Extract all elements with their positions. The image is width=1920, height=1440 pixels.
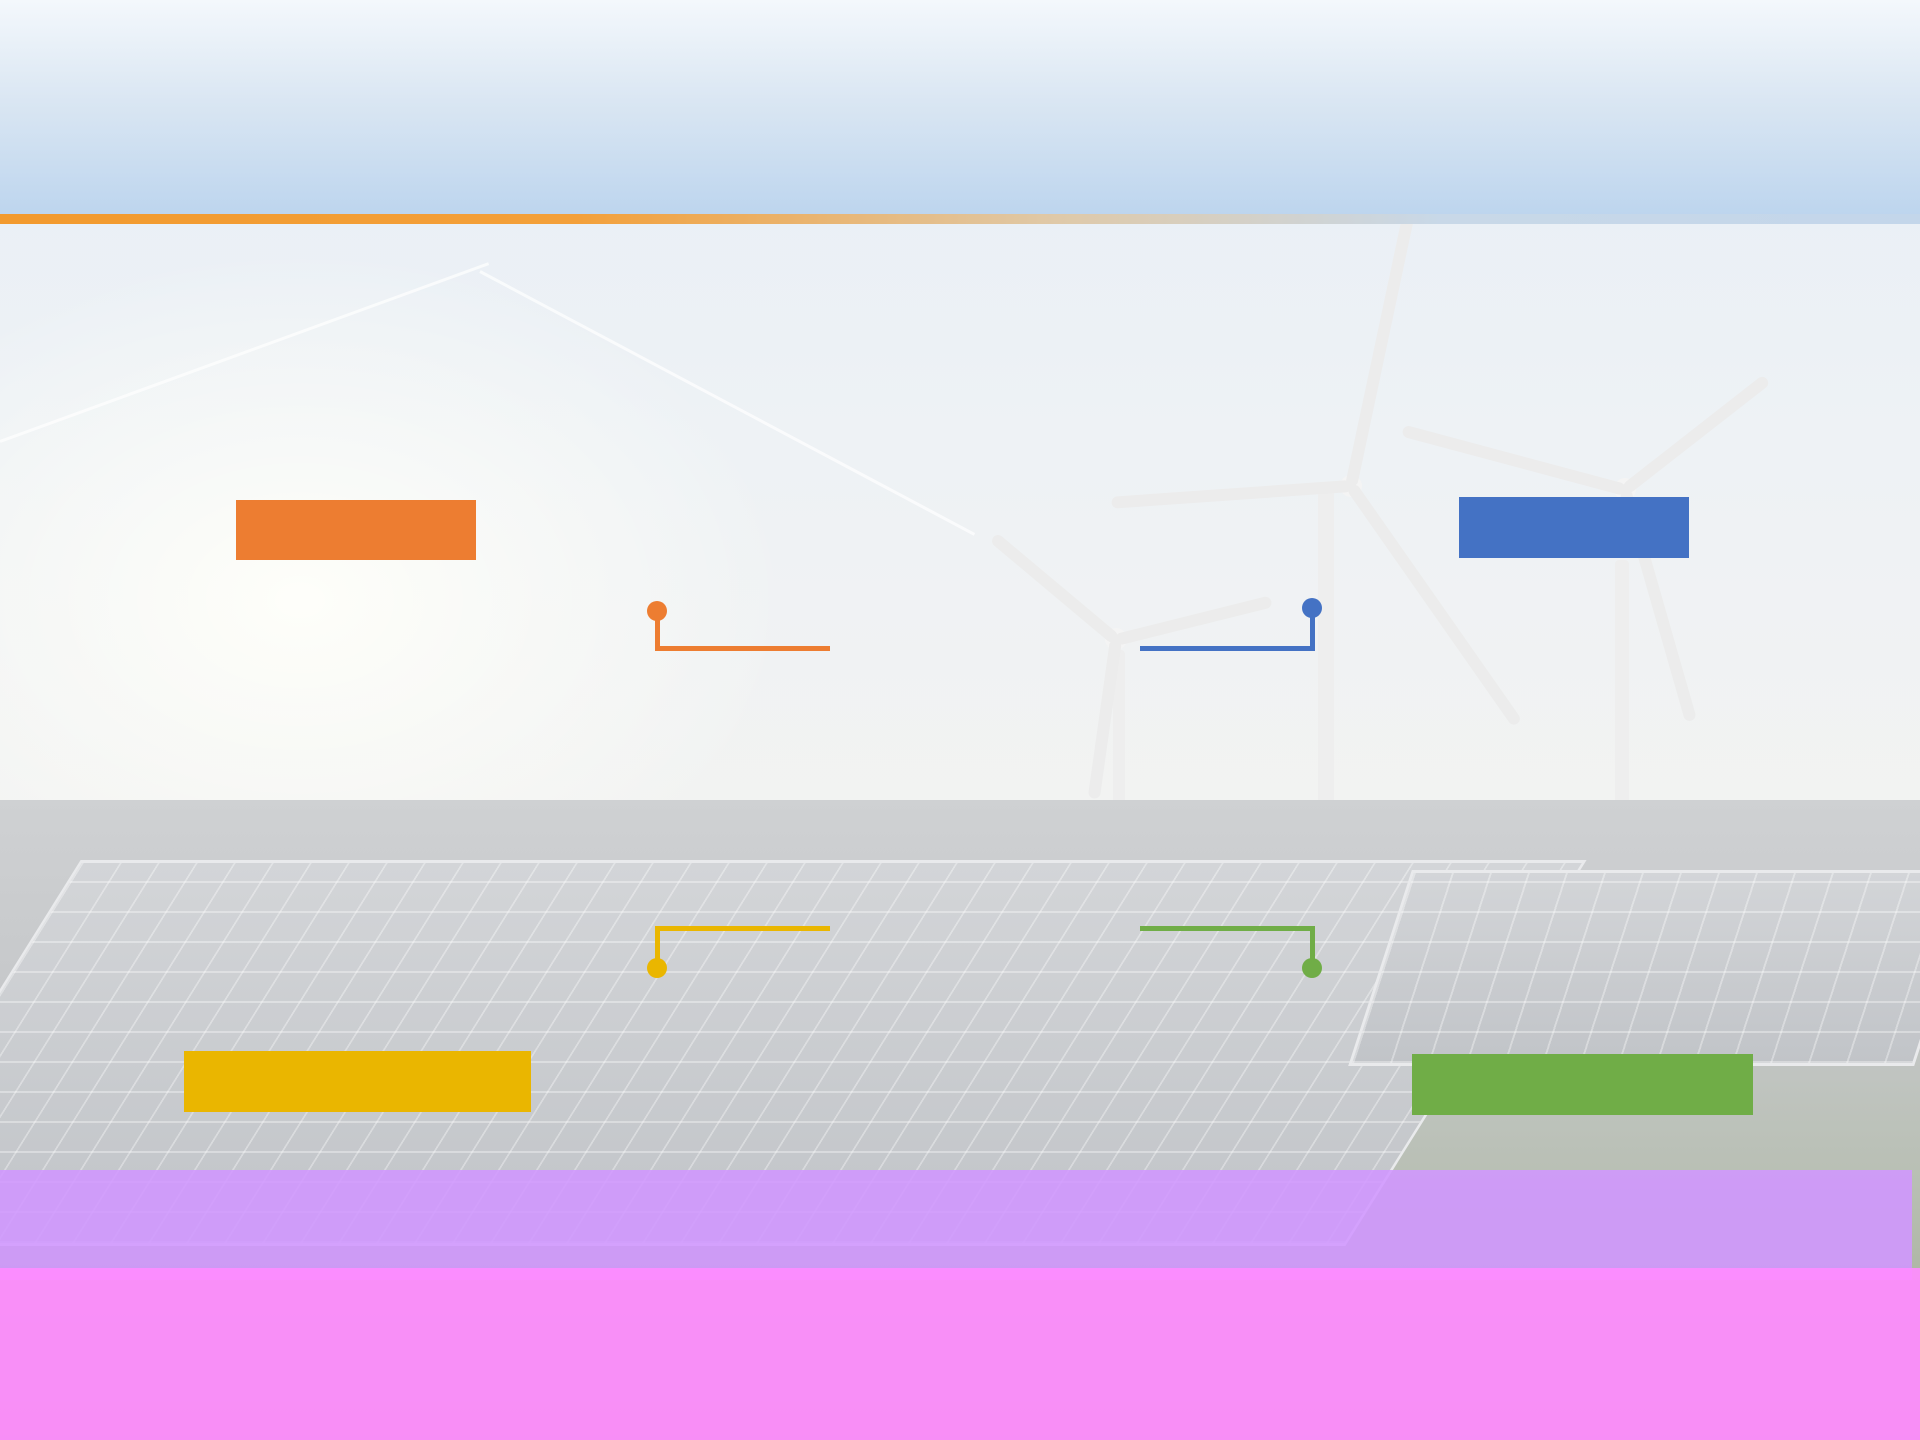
header-accent-line [0,214,1920,224]
label-box-yellow[interactable] [184,1051,531,1112]
label-box-orange[interactable] [236,500,476,560]
header-band [0,0,1920,215]
label-box-blue[interactable] [1459,497,1689,558]
violet-overlay-band [0,1170,1912,1280]
magenta-overlay-band [0,1268,1920,1440]
label-box-green[interactable] [1412,1054,1753,1115]
